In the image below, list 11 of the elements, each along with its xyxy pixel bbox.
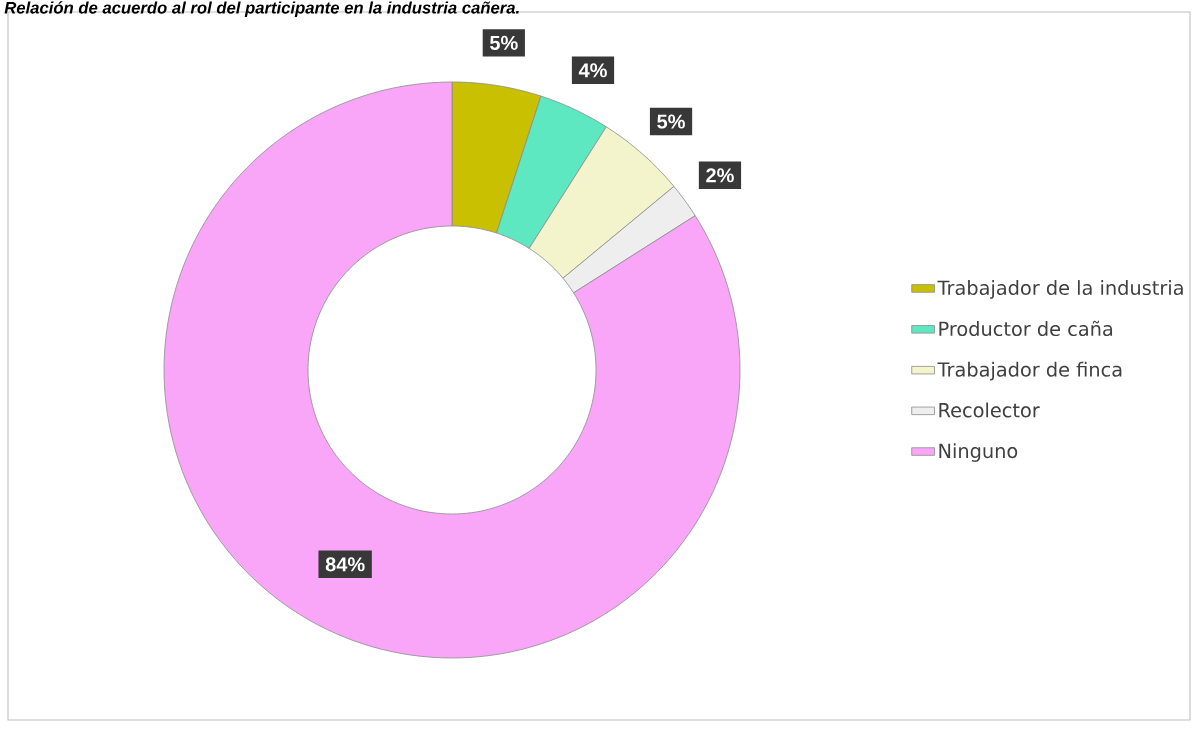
- data-label: 2%: [706, 168, 734, 183]
- data-label: 4%: [578, 63, 607, 78]
- legend-label: Ninguno: [939, 443, 1018, 462]
- legend-label: Productor de caña: [939, 320, 1113, 337]
- data-label: 5%: [657, 114, 685, 129]
- legend-label: Trabajador de la industria: [937, 280, 1183, 299]
- legend-label: Recolector: [939, 402, 1040, 418]
- chart-title: Relación de acuerdo al rol del participante en la industria cañera.: [4, 1, 519, 17]
- legend-label: Trabajador de finca: [937, 361, 1122, 381]
- data-label: 5%: [489, 35, 518, 50]
- data-label: 84%: [325, 557, 365, 572]
